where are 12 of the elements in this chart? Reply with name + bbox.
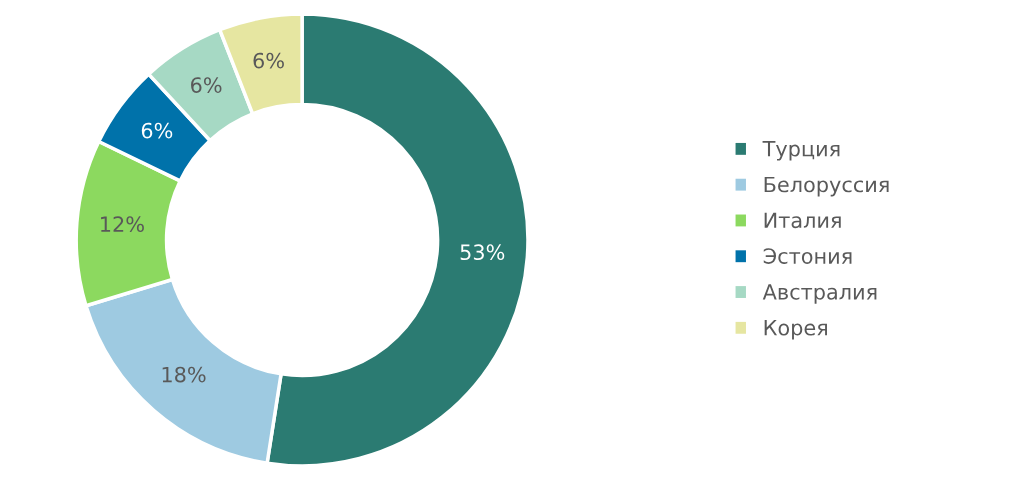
data-label: 12% xyxy=(101,216,144,233)
data-label: 6% xyxy=(253,52,284,69)
legend-label: Корея xyxy=(764,320,827,340)
data-label: 53% xyxy=(460,244,505,261)
legend-label: Турция xyxy=(762,141,840,161)
legend-label: Эстония xyxy=(763,248,852,264)
legend-label: Италия xyxy=(764,212,841,229)
data-label: 6% xyxy=(141,122,173,139)
legend-label: Белоруссия xyxy=(764,176,889,197)
legend-label: Австралия xyxy=(762,284,877,304)
data-label: 18% xyxy=(162,366,206,383)
data-label: 6% xyxy=(191,77,222,93)
